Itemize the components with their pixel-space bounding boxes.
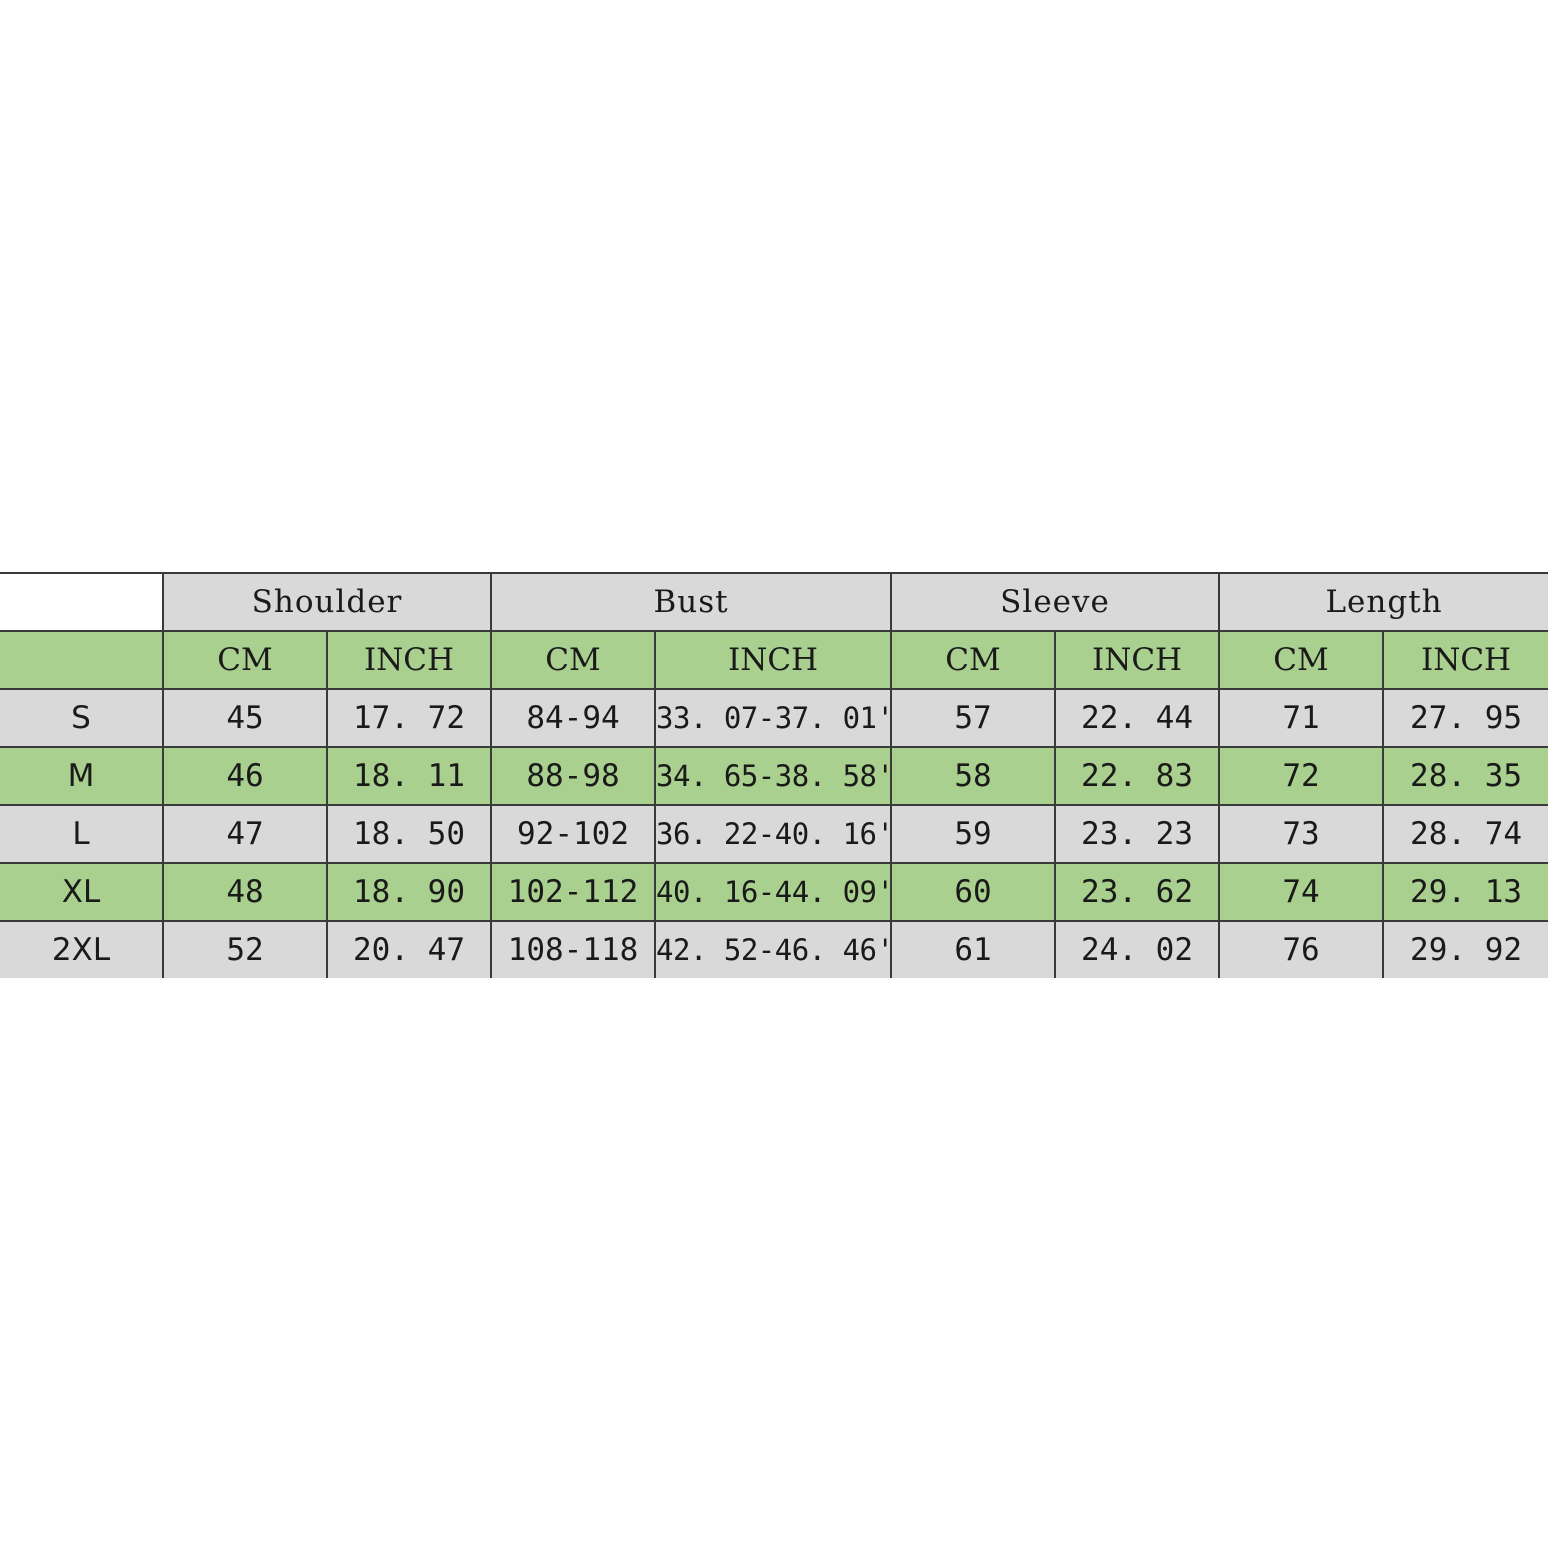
bust-inch-cell: 33. 07-37. 01''	[654, 689, 892, 748]
size-label: XL	[0, 863, 163, 922]
group-header-sleeve: Sleeve	[890, 572, 1220, 632]
table-row: XL 48 18. 90 102-112 40. 16-44. 09'' 60 …	[0, 863, 1549, 922]
table-row: 2XL 52 20. 47 108-118 42. 52-46. 46'' 61…	[0, 921, 1549, 978]
sleeve-inch-cell: 24. 02	[1054, 921, 1220, 978]
length-cm-cell: 72	[1218, 747, 1384, 806]
group-header-row: Shoulder Bust Sleeve Length	[0, 572, 1549, 632]
size-chart-table: Shoulder Bust Sleeve Length CM INCH CM I…	[0, 572, 1549, 978]
shoulder-cm-cell: 46	[162, 747, 327, 806]
sleeve-inch-cell: 22. 83	[1054, 747, 1220, 806]
sleeve-inch-cell: 22. 44	[1054, 689, 1220, 748]
table-row: S 45 17. 72 84-94 33. 07-37. 01'' 57 22.…	[0, 689, 1549, 748]
unit-header-shoulder-cm: CM	[162, 631, 327, 690]
unit-header-sleeve-cm: CM	[890, 631, 1056, 690]
table-row: L 47 18. 50 92-102 36. 22-40. 16'' 59 23…	[0, 805, 1549, 864]
length-inch-cell: 29. 92	[1382, 921, 1549, 978]
sleeve-cm-cell: 60	[890, 863, 1056, 922]
bust-inch-cell: 40. 16-44. 09''	[654, 863, 892, 922]
group-header-shoulder: Shoulder	[161, 572, 492, 632]
shoulder-cm-cell: 45	[162, 689, 327, 748]
bust-cm-cell: 88-98	[490, 747, 656, 806]
sleeve-cm-cell: 57	[890, 689, 1056, 748]
size-label: S	[0, 689, 163, 748]
unit-header-sleeve-inch: INCH	[1054, 631, 1220, 690]
shoulder-inch-cell: 18. 50	[325, 805, 492, 864]
length-inch-cell: 28. 74	[1382, 805, 1549, 864]
shoulder-inch-cell: 18. 11	[325, 747, 492, 806]
corner-cell	[0, 572, 163, 632]
bust-cm-cell: 92-102	[490, 805, 656, 864]
unit-header-length-cm: CM	[1218, 631, 1384, 690]
bust-inch-cell: 34. 65-38. 58''	[654, 747, 892, 806]
shoulder-cm-cell: 47	[162, 805, 327, 864]
shoulder-cm-cell: 52	[162, 921, 327, 978]
length-cm-cell: 74	[1218, 863, 1384, 922]
bust-cm-cell: 102-112	[490, 863, 656, 922]
bust-inch-cell: 36. 22-40. 16''	[654, 805, 892, 864]
shoulder-inch-cell: 20. 47	[325, 921, 492, 978]
unit-header-bust-inch: INCH	[654, 631, 892, 690]
group-header-bust: Bust	[490, 572, 892, 632]
length-inch-cell: 27. 95	[1382, 689, 1549, 748]
shoulder-inch-cell: 18. 90	[325, 863, 492, 922]
length-inch-cell: 28. 35	[1382, 747, 1549, 806]
size-label: 2XL	[0, 921, 163, 978]
sleeve-inch-cell: 23. 62	[1054, 863, 1220, 922]
unit-header-blank	[0, 631, 163, 690]
length-cm-cell: 71	[1218, 689, 1384, 748]
shoulder-cm-cell: 48	[162, 863, 327, 922]
unit-header-length-inch: INCH	[1382, 631, 1549, 690]
unit-header-bust-cm: CM	[490, 631, 656, 690]
size-label: M	[0, 747, 163, 806]
length-cm-cell: 73	[1218, 805, 1384, 864]
group-header-length: Length	[1218, 572, 1549, 632]
table-row: M 46 18. 11 88-98 34. 65-38. 58'' 58 22.…	[0, 747, 1549, 806]
sleeve-cm-cell: 58	[890, 747, 1056, 806]
unit-header-shoulder-inch: INCH	[325, 631, 492, 690]
size-label: L	[0, 805, 163, 864]
sleeve-inch-cell: 23. 23	[1054, 805, 1220, 864]
bust-inch-cell: 42. 52-46. 46''	[654, 921, 892, 978]
shoulder-inch-cell: 17. 72	[325, 689, 492, 748]
unit-header-row: CM INCH CM INCH CM INCH CM INCH	[0, 631, 1549, 690]
bust-cm-cell: 84-94	[490, 689, 656, 748]
sleeve-cm-cell: 61	[890, 921, 1056, 978]
length-inch-cell: 29. 13	[1382, 863, 1549, 922]
bust-cm-cell: 108-118	[490, 921, 656, 978]
sleeve-cm-cell: 59	[890, 805, 1056, 864]
length-cm-cell: 76	[1218, 921, 1384, 978]
